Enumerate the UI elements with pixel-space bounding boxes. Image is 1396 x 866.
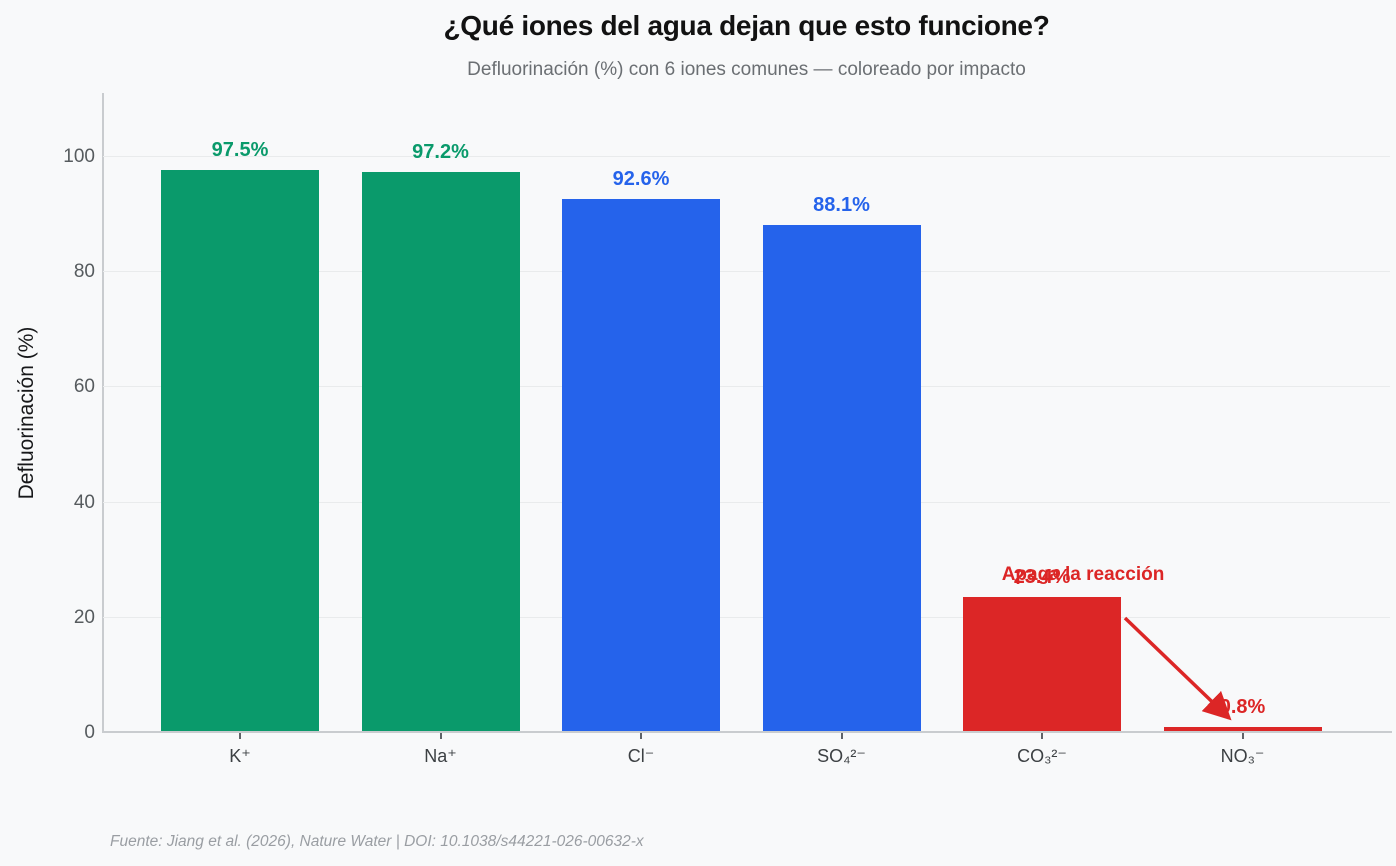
y-tick-label: 60	[73, 376, 95, 398]
bar-CO₃²⁻	[963, 597, 1121, 732]
bar-value-label: 0.8%	[1219, 696, 1266, 719]
gridline	[103, 501, 1390, 503]
y-tick-label: 20	[73, 606, 95, 628]
bar-value-label: 88.1%	[813, 193, 870, 216]
y-tick-label: 40	[73, 491, 95, 513]
y-axis-spine	[102, 93, 104, 733]
bar-value-label: 23.4%	[1013, 566, 1071, 589]
gridline	[103, 156, 1390, 157]
x-tick-mark	[1241, 733, 1244, 739]
x-tick-label: CO₃²⁻	[1017, 746, 1067, 766]
bar-Cl⁻	[562, 198, 720, 732]
chart-subtitle: Defluorinación (%) con 6 iones comunes —…	[467, 59, 1026, 80]
x-tick-mark	[439, 733, 442, 739]
bar-Na⁺	[361, 172, 520, 732]
bar-value-label: 97.2%	[412, 141, 469, 164]
annotation-text: Apaga la reacción	[1001, 564, 1165, 585]
bar-SO₄²⁻	[762, 224, 921, 732]
gridline	[103, 271, 1390, 273]
x-tick-label: K⁺	[229, 746, 251, 766]
source-citation: Fuente: Jiang et al. (2026), Nature Wate…	[110, 833, 644, 850]
x-tick-label: Cl⁻	[627, 746, 655, 766]
x-tick-mark	[1041, 733, 1043, 739]
gridline	[103, 616, 1390, 618]
x-tick-mark	[239, 733, 241, 739]
plot-area: 97.5% 97.2% 92.6% 88.1% 23.4% 0.8% Apaga la r…	[103, 93, 1390, 732]
bar-value-label: 97.5%	[211, 139, 269, 162]
y-axis-label: Defluorinación (%)	[15, 326, 38, 500]
x-axis-line	[102, 731, 1392, 733]
bar-K⁺	[161, 170, 319, 732]
y-tick-label: 80	[73, 261, 95, 283]
x-tick-label: Na⁺	[424, 746, 457, 766]
x-tick-label: SO₄²⁻	[817, 746, 866, 766]
gridline	[103, 386, 1390, 388]
bar-NO₃⁻	[1163, 727, 1322, 732]
y-tick-label: 100	[63, 146, 95, 167]
x-tick-mark	[640, 733, 642, 739]
x-tick-label: NO₃⁻	[1220, 746, 1265, 766]
bar-value-label: 92.6%	[612, 167, 670, 190]
y-tick-label: 0	[84, 722, 95, 743]
chart-title: ¿Qué iones del agua dejan que esto funci…	[443, 10, 1050, 41]
x-tick-mark	[840, 733, 843, 739]
